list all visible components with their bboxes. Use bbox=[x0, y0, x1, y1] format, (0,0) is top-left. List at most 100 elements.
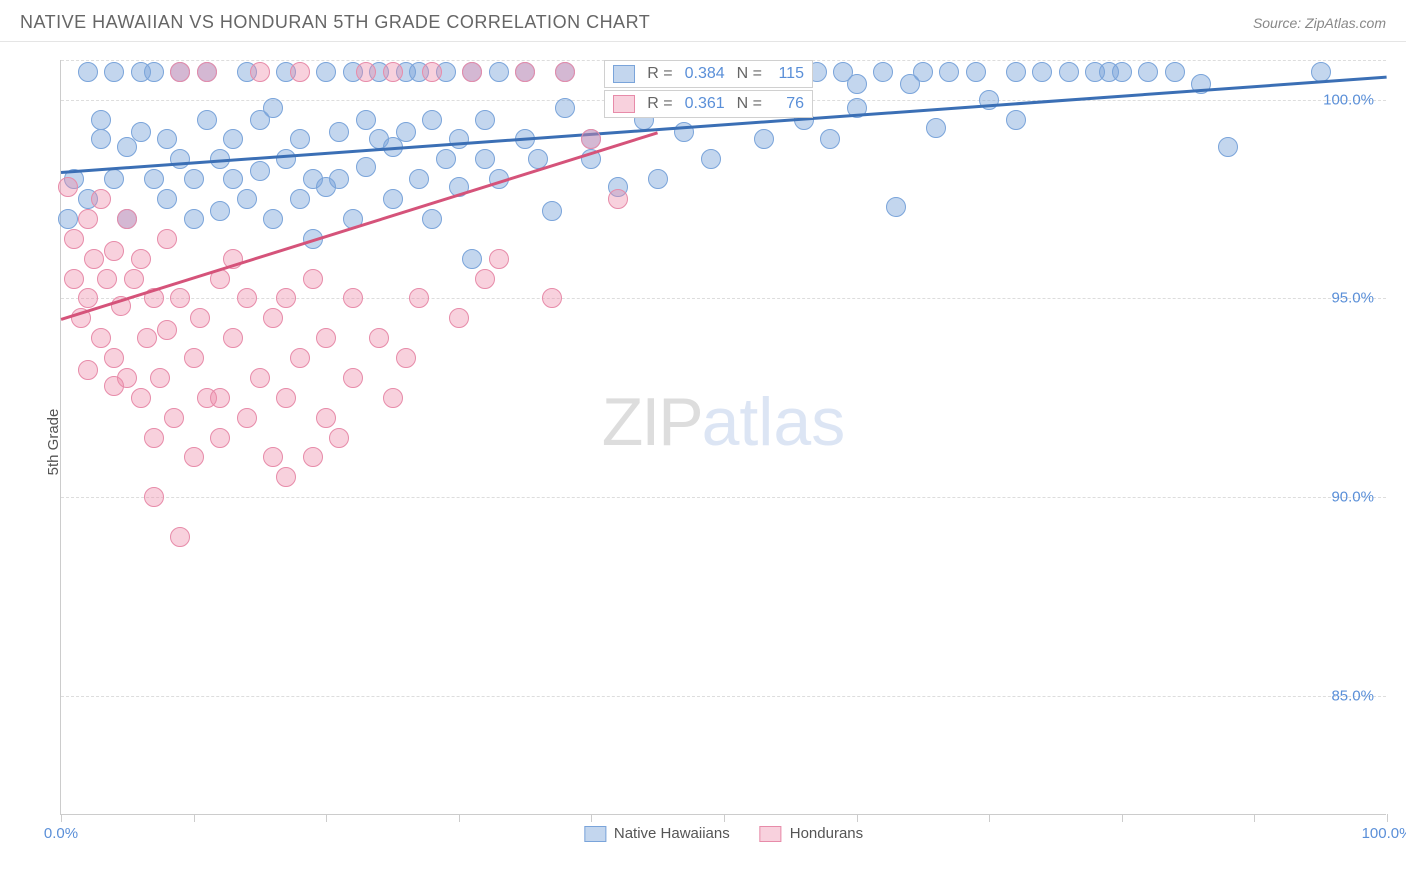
data-point bbox=[820, 129, 840, 149]
data-point bbox=[1138, 62, 1158, 82]
data-point bbox=[489, 62, 509, 82]
data-point bbox=[170, 149, 190, 169]
data-point bbox=[250, 368, 270, 388]
data-point bbox=[184, 209, 204, 229]
chart-container: 5th Grade ZIPatlas Native HawaiiansHondu… bbox=[0, 42, 1406, 842]
stat-swatch bbox=[613, 65, 635, 83]
x-tick-mark bbox=[989, 814, 990, 822]
data-point bbox=[409, 169, 429, 189]
data-point bbox=[913, 62, 933, 82]
data-point bbox=[886, 197, 906, 217]
x-tick-mark bbox=[326, 814, 327, 822]
data-point bbox=[1006, 110, 1026, 130]
y-tick-label: 85.0% bbox=[1331, 687, 1374, 704]
data-point bbox=[144, 169, 164, 189]
watermark: ZIPatlas bbox=[602, 383, 845, 461]
data-point bbox=[939, 62, 959, 82]
data-point bbox=[84, 249, 104, 269]
data-point bbox=[1218, 137, 1238, 157]
data-point bbox=[475, 110, 495, 130]
data-point bbox=[1006, 62, 1026, 82]
data-point bbox=[316, 62, 336, 82]
data-point bbox=[356, 62, 376, 82]
data-point bbox=[131, 388, 151, 408]
stat-n-value: 115 bbox=[774, 65, 804, 83]
data-point bbox=[164, 408, 184, 428]
data-point bbox=[58, 177, 78, 197]
data-point bbox=[383, 62, 403, 82]
data-point bbox=[316, 328, 336, 348]
data-point bbox=[124, 269, 144, 289]
data-point bbox=[184, 447, 204, 467]
data-point bbox=[926, 118, 946, 138]
data-point bbox=[237, 408, 257, 428]
data-point bbox=[422, 209, 442, 229]
data-point bbox=[555, 98, 575, 118]
data-point bbox=[223, 328, 243, 348]
data-point bbox=[170, 527, 190, 547]
data-point bbox=[210, 201, 230, 221]
data-point bbox=[1059, 62, 1079, 82]
data-point bbox=[117, 137, 137, 157]
data-point bbox=[250, 161, 270, 181]
data-point bbox=[290, 348, 310, 368]
data-point bbox=[581, 129, 601, 149]
data-point bbox=[104, 169, 124, 189]
data-point bbox=[78, 209, 98, 229]
data-point bbox=[104, 348, 124, 368]
legend-swatch bbox=[760, 826, 782, 842]
legend-label: Hondurans bbox=[790, 825, 863, 842]
data-point bbox=[701, 149, 721, 169]
stat-swatch bbox=[613, 95, 635, 113]
data-point bbox=[64, 229, 84, 249]
data-point bbox=[223, 169, 243, 189]
data-point bbox=[170, 288, 190, 308]
data-point bbox=[515, 62, 535, 82]
data-point bbox=[409, 288, 429, 308]
data-point bbox=[91, 328, 111, 348]
data-point bbox=[369, 328, 389, 348]
data-point bbox=[184, 169, 204, 189]
data-point bbox=[157, 189, 177, 209]
data-point bbox=[462, 249, 482, 269]
data-point bbox=[462, 62, 482, 82]
data-point bbox=[210, 428, 230, 448]
data-point bbox=[117, 209, 137, 229]
data-point bbox=[137, 328, 157, 348]
x-tick-mark bbox=[194, 814, 195, 822]
x-tick-label: 100.0% bbox=[1362, 825, 1406, 842]
data-point bbox=[78, 62, 98, 82]
legend-item: Hondurans bbox=[760, 825, 863, 842]
x-tick-mark bbox=[591, 814, 592, 822]
data-point bbox=[104, 241, 124, 261]
data-point bbox=[966, 62, 986, 82]
data-point bbox=[157, 129, 177, 149]
x-tick-label: 0.0% bbox=[44, 825, 78, 842]
x-tick-mark bbox=[1254, 814, 1255, 822]
plot-area: ZIPatlas Native HawaiiansHondurans 85.0%… bbox=[60, 60, 1386, 815]
data-point bbox=[104, 62, 124, 82]
data-point bbox=[91, 189, 111, 209]
grid-line bbox=[61, 696, 1386, 697]
data-point bbox=[542, 288, 562, 308]
data-point bbox=[422, 62, 442, 82]
data-point bbox=[150, 368, 170, 388]
data-point bbox=[157, 320, 177, 340]
x-tick-mark bbox=[459, 814, 460, 822]
data-point bbox=[383, 388, 403, 408]
data-point bbox=[356, 157, 376, 177]
data-point bbox=[290, 189, 310, 209]
x-tick-mark bbox=[1387, 814, 1388, 822]
chart-title: NATIVE HAWAIIAN VS HONDURAN 5TH GRADE CO… bbox=[20, 12, 650, 33]
stat-r-value: 0.384 bbox=[685, 65, 725, 83]
data-point bbox=[674, 122, 694, 142]
data-point bbox=[1112, 62, 1132, 82]
chart-legend: Native HawaiiansHondurans bbox=[584, 825, 863, 842]
stat-r-label: R = bbox=[647, 95, 672, 113]
data-point bbox=[449, 129, 469, 149]
data-point bbox=[303, 447, 323, 467]
data-point bbox=[329, 428, 349, 448]
y-tick-label: 100.0% bbox=[1323, 91, 1374, 108]
data-point bbox=[144, 487, 164, 507]
data-point bbox=[1032, 62, 1052, 82]
